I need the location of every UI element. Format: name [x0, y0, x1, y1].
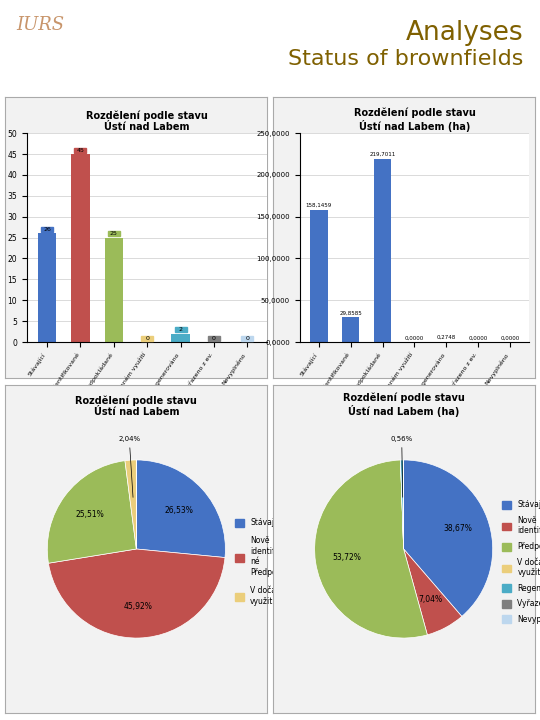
- Title: Rozdělení podle stavu
Ústí nad Labem: Rozdělení podle stavu Ústí nad Labem: [76, 395, 197, 418]
- Text: 7,04%: 7,04%: [418, 595, 443, 604]
- Text: 25,51%: 25,51%: [76, 510, 105, 519]
- Wedge shape: [125, 460, 137, 549]
- Text: 38,67%: 38,67%: [443, 524, 472, 534]
- Text: Status of brownfields: Status of brownfields: [288, 49, 524, 69]
- Title: Rozdělení podle stavu
Ústí nad Labem: Rozdělení podle stavu Ústí nad Labem: [86, 110, 208, 132]
- Wedge shape: [315, 460, 427, 638]
- Wedge shape: [401, 460, 403, 549]
- Wedge shape: [136, 460, 225, 557]
- Text: 29,8585: 29,8585: [339, 310, 362, 315]
- Bar: [141, 336, 153, 341]
- Text: 45: 45: [77, 148, 84, 153]
- Bar: [208, 336, 220, 341]
- Title: Rozdělení podle stavu
Ústí nad Labem (ha): Rozdělení podle stavu Ústí nad Labem (ha…: [354, 108, 475, 132]
- Bar: [374, 158, 391, 342]
- Wedge shape: [401, 460, 403, 549]
- Bar: [75, 148, 86, 153]
- Text: 2,04%: 2,04%: [118, 436, 140, 498]
- Text: 0,0000: 0,0000: [405, 336, 424, 341]
- Text: IURS: IURS: [16, 16, 64, 34]
- Bar: [171, 333, 190, 342]
- Text: 9: 9: [9, 77, 17, 87]
- Wedge shape: [49, 549, 225, 638]
- Bar: [241, 336, 253, 341]
- Wedge shape: [48, 461, 137, 563]
- Bar: [310, 210, 328, 342]
- Text: Analyses: Analyses: [406, 20, 524, 46]
- Text: 0: 0: [145, 336, 149, 341]
- Legend: Stávající, Nově
identifikova
né
Předpokládané, V dočasném
využití: Stávající, Nově identifikova né Předpokl…: [232, 516, 310, 609]
- Text: 158,1459: 158,1459: [306, 203, 332, 208]
- Text: 53,72%: 53,72%: [332, 553, 361, 562]
- Text: 0,0000: 0,0000: [469, 336, 488, 341]
- Legend: Stávající, Nově
identifikované, Předpokládané, V dočasném
využití, Regenerována,: Stávající, Nově identifikované, Předpokl…: [499, 498, 540, 627]
- Text: 45,92%: 45,92%: [124, 602, 153, 611]
- Text: 25: 25: [110, 231, 118, 236]
- Bar: [108, 231, 120, 236]
- Text: 0,56%: 0,56%: [390, 436, 413, 498]
- Wedge shape: [403, 549, 462, 635]
- Bar: [342, 317, 360, 342]
- Bar: [41, 228, 53, 232]
- Text: 219,7011: 219,7011: [369, 152, 396, 157]
- Text: 0: 0: [212, 336, 216, 341]
- Title: Rozdělení podle stavu
Ústí nad Labem (ha): Rozdělení podle stavu Ústí nad Labem (ha…: [343, 393, 464, 418]
- Text: 0,0000: 0,0000: [501, 336, 519, 341]
- Bar: [71, 154, 90, 342]
- Bar: [105, 238, 123, 342]
- Bar: [38, 233, 56, 342]
- Text: 26: 26: [43, 228, 51, 232]
- Bar: [174, 328, 186, 333]
- Text: 0: 0: [245, 336, 249, 341]
- Text: 26,53%: 26,53%: [165, 505, 193, 515]
- Text: 2: 2: [179, 328, 183, 333]
- Wedge shape: [403, 460, 492, 616]
- Text: 0,2748: 0,2748: [437, 335, 456, 340]
